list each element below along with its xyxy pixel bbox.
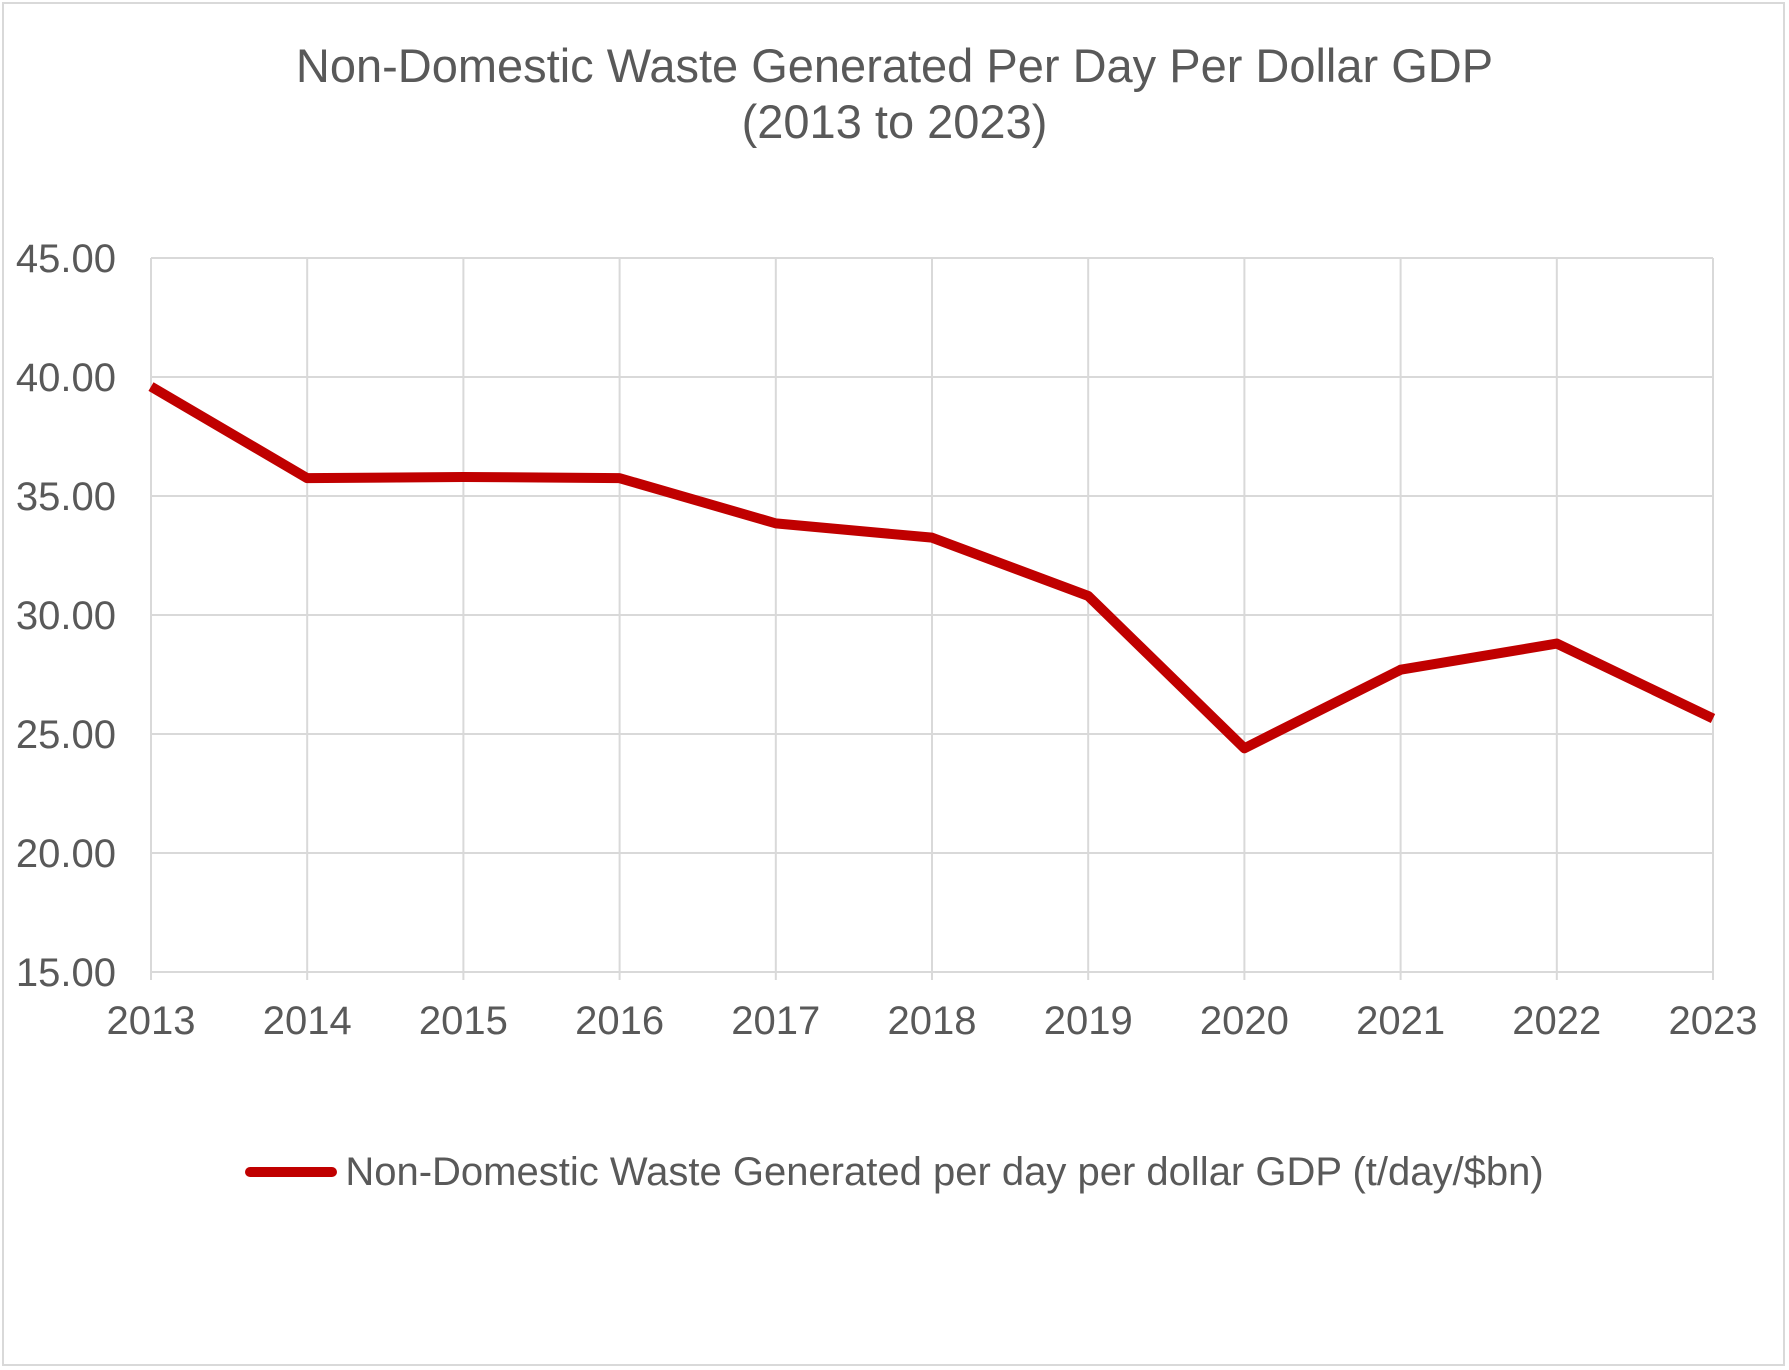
- legend: Non-Domestic Waste Generated per day per…: [0, 1148, 1789, 1196]
- series-layer: [148, 382, 1716, 754]
- y-tick-label: 15.00: [16, 951, 116, 995]
- legend-swatch: [245, 1167, 338, 1177]
- y-tick-label: 20.00: [16, 832, 116, 876]
- y-tick-label: 30.00: [16, 594, 116, 638]
- x-tick-label: 2020: [1200, 999, 1289, 1043]
- x-tick-label: 2023: [1669, 999, 1758, 1043]
- gridlines: [150, 257, 1714, 980]
- x-axis-tick-labels: 2013 2014 2015 2016 2017 2018 2019 2020 2021 2022…: [107, 999, 1758, 1043]
- legend-label: Non-Domestic Waste Generated per day per…: [345, 1150, 1544, 1194]
- y-tick-label: 35.00: [16, 475, 116, 519]
- x-tick-label: 2015: [419, 999, 508, 1043]
- y-tick-label: 40.00: [16, 356, 116, 400]
- x-tick-label: 2021: [1356, 999, 1445, 1043]
- x-tick-label: 2014: [263, 999, 352, 1043]
- x-tick-label: 2016: [575, 999, 664, 1043]
- y-axis-tick-labels: 15.00 20.00 25.00 30.00 35.00 40.00 45.00: [16, 237, 116, 995]
- x-tick-label: 2022: [1512, 999, 1601, 1043]
- y-tick-label: 25.00: [16, 713, 116, 757]
- chart-title: Non-Domestic Waste Generated Per Day Per…: [295, 39, 1494, 92]
- x-tick-label: 2017: [731, 999, 820, 1043]
- x-tick-label: 2018: [888, 999, 977, 1043]
- x-tick-label: 2013: [107, 999, 196, 1043]
- chart-subtitle: (2013 to 2023): [741, 95, 1048, 148]
- x-tick-label: 2019: [1044, 999, 1133, 1043]
- y-tick-label: 45.00: [16, 237, 116, 281]
